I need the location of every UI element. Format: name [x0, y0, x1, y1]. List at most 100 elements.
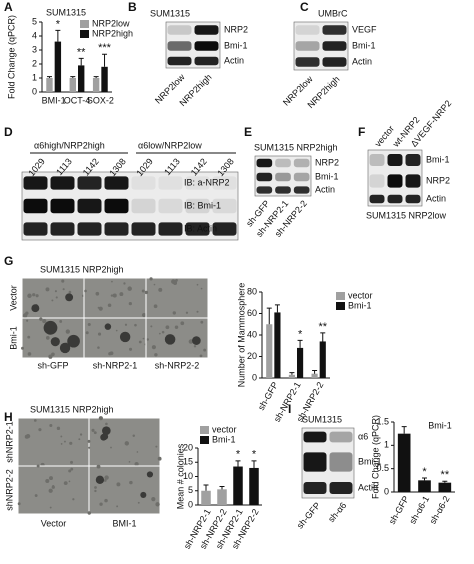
texture [99, 502, 103, 506]
texture [79, 433, 83, 436]
texture [200, 320, 204, 324]
error-bar [93, 76, 99, 78]
texture [45, 287, 50, 292]
y-tick-label: 3 [32, 44, 37, 54]
blot-band [256, 186, 273, 194]
micrograph [83, 317, 147, 359]
legend-label: vector [348, 290, 373, 300]
y-tick-label: 0.5 [376, 463, 389, 473]
texture [27, 352, 32, 356]
texture [150, 325, 153, 328]
panel-letter: A [4, 0, 13, 14]
texture [49, 476, 53, 481]
blot-band [387, 174, 403, 188]
panel-letter: H [4, 410, 13, 424]
texture [70, 467, 74, 471]
texture [95, 291, 100, 296]
texture [27, 293, 32, 299]
legend-swatch [200, 436, 209, 444]
sphere [104, 323, 112, 330]
texture [45, 336, 50, 340]
blot-band [167, 56, 192, 66]
texture [103, 479, 107, 482]
y-tick-label: 20 [183, 442, 193, 452]
blot-band [303, 482, 327, 494]
texture [36, 464, 40, 468]
texture [138, 340, 142, 344]
chart-title: SUM1315 [46, 7, 86, 17]
texture [151, 345, 156, 350]
significance-label: ** [441, 469, 450, 481]
legend-swatch [80, 20, 89, 28]
blot-band [23, 176, 48, 190]
texture [21, 346, 25, 350]
blot-band [322, 25, 347, 35]
texture [134, 462, 139, 467]
blot-band [293, 172, 310, 182]
error-bar [235, 460, 241, 467]
texture [85, 331, 89, 335]
y-tick-label: 1 [384, 440, 389, 450]
legend-swatch [336, 292, 345, 300]
band-label: Bmi-1 [358, 456, 382, 466]
blot-band [185, 176, 210, 190]
bar [266, 324, 273, 378]
texture [199, 354, 203, 358]
blot-band [405, 174, 421, 188]
bar [311, 373, 318, 378]
texture [172, 311, 176, 315]
sphere [164, 334, 176, 345]
blot-band [275, 186, 291, 194]
texture [48, 354, 53, 359]
blot-band [369, 154, 385, 166]
bar [319, 341, 326, 378]
texture [51, 485, 55, 489]
column-label: sh-NRP2-1 [93, 360, 138, 370]
texture [98, 306, 103, 311]
blot-band [303, 431, 327, 443]
texture [61, 279, 65, 283]
significance-label: * [252, 449, 257, 461]
column-label: BMI-1 [112, 518, 136, 528]
bar [249, 467, 259, 505]
blot-band [167, 41, 192, 51]
y-tick-label: 40 [247, 329, 257, 339]
panel-title: SUM1315 NRP2high [30, 404, 114, 414]
band-label: IB: Actin [184, 223, 217, 233]
texture [157, 456, 162, 461]
blot-band [387, 194, 403, 204]
y-tick-label: 60 [247, 308, 257, 318]
blot-band [185, 222, 210, 236]
bar [201, 490, 211, 505]
texture [173, 281, 178, 285]
y-tick-label: 0 [252, 372, 257, 382]
legend-label: Bmi-1 [212, 434, 236, 444]
error-bar [266, 307, 272, 325]
texture [127, 286, 132, 291]
significance-label: * [56, 18, 61, 30]
texture [116, 505, 119, 508]
texture [110, 446, 112, 449]
panel-title: SUM1315 [302, 414, 342, 424]
texture [56, 426, 61, 431]
micrograph [83, 277, 147, 319]
blot-band [185, 198, 210, 214]
blot-band [256, 172, 273, 182]
panel-letter: G [4, 254, 13, 268]
texture [105, 422, 108, 426]
x-tick-label: sh-GFP [256, 380, 280, 412]
texture [35, 294, 39, 298]
bar [78, 65, 85, 92]
panel-letter: B [128, 0, 137, 14]
legend-label: NRP2low [92, 18, 130, 28]
blot-band [158, 176, 183, 190]
error-bar [320, 332, 326, 342]
sphere [140, 491, 147, 498]
y-axis-label: Fold Change (qPCR) [370, 415, 380, 499]
texture [123, 282, 126, 285]
band-label: Actin [224, 55, 244, 65]
y-tick-label: 80 [247, 286, 257, 296]
lane-label: sh-GFP [295, 500, 323, 530]
texture [107, 303, 112, 308]
legend-swatch [336, 302, 345, 310]
